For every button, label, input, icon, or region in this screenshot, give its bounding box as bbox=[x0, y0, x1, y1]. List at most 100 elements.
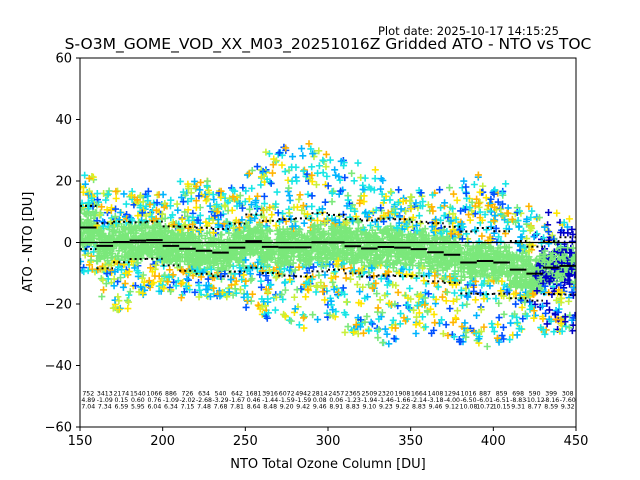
x-tick-label: 200 bbox=[150, 434, 175, 449]
scatter-point bbox=[473, 311, 481, 319]
scatter-point bbox=[206, 293, 214, 301]
scatter-point bbox=[327, 297, 335, 305]
scatter-point bbox=[337, 157, 345, 165]
scatter-point bbox=[328, 189, 336, 197]
scatter-point bbox=[138, 274, 146, 282]
scatter-point bbox=[476, 198, 484, 206]
scatter-point bbox=[378, 309, 386, 317]
scatter-point bbox=[343, 233, 351, 241]
scatter-point bbox=[322, 254, 330, 262]
scatter-point bbox=[333, 237, 341, 245]
scatter-point bbox=[285, 192, 293, 200]
scatter-point bbox=[315, 271, 323, 279]
scatter-point bbox=[269, 169, 277, 177]
scatter-point bbox=[260, 213, 268, 221]
scatter-point bbox=[237, 254, 245, 262]
scatter-point bbox=[351, 207, 359, 215]
scatter-point bbox=[362, 208, 370, 216]
scatter-point bbox=[119, 283, 127, 291]
scatter-point bbox=[395, 186, 403, 194]
scatter-point bbox=[281, 278, 289, 286]
scatter-point bbox=[242, 249, 250, 257]
scatter-point bbox=[177, 294, 185, 302]
scatter-point bbox=[211, 212, 219, 220]
scatter-point bbox=[313, 283, 321, 291]
scatter-point bbox=[96, 211, 103, 219]
scatter-point bbox=[350, 238, 358, 246]
scatter-point bbox=[304, 285, 312, 293]
scatter-point bbox=[279, 225, 287, 233]
scatter-point bbox=[308, 178, 316, 186]
scatter-point bbox=[261, 200, 269, 208]
scatter-point bbox=[352, 321, 360, 329]
x-axis-ticks: 150 200 250 300 350 400 450 bbox=[68, 427, 588, 449]
scatter-point bbox=[237, 267, 245, 275]
scatter-point bbox=[98, 293, 106, 301]
scatter-point bbox=[434, 283, 442, 291]
scatter-point bbox=[135, 269, 143, 277]
scatter-point bbox=[367, 221, 375, 229]
scatter-point bbox=[284, 253, 292, 261]
bin-std-label: 10.08 bbox=[460, 404, 478, 411]
scatter-point bbox=[246, 251, 254, 259]
scatter-point bbox=[291, 266, 299, 274]
x-tick-label: 350 bbox=[398, 434, 423, 449]
scatter-point bbox=[207, 265, 215, 273]
scatter-point bbox=[310, 229, 318, 237]
scatter-point bbox=[479, 182, 487, 190]
scatter-point bbox=[308, 275, 316, 283]
scatter-point bbox=[371, 218, 379, 226]
scatter-point bbox=[415, 212, 423, 220]
scatter-point bbox=[483, 343, 491, 351]
scatter-point bbox=[104, 275, 112, 283]
scatter-point bbox=[519, 227, 527, 235]
scatter-point bbox=[262, 272, 270, 280]
y-tick-label: −60 bbox=[45, 421, 72, 436]
scatter-point bbox=[272, 274, 280, 282]
scatter-point bbox=[329, 278, 337, 286]
scatter-point bbox=[94, 266, 102, 274]
scatter-point bbox=[300, 219, 308, 227]
scatter-point bbox=[377, 204, 385, 212]
scatter-point bbox=[257, 181, 265, 189]
scatter-point bbox=[264, 309, 272, 317]
scatter-point bbox=[330, 249, 338, 257]
scatter-point bbox=[185, 216, 193, 224]
scatter-point bbox=[365, 327, 373, 335]
bin-std-label: 6.59 bbox=[114, 404, 128, 411]
scatter-point bbox=[116, 274, 124, 282]
scatter-point bbox=[281, 286, 289, 294]
scatter-point bbox=[324, 229, 332, 237]
scatter-point bbox=[172, 282, 180, 290]
scatter-point bbox=[103, 270, 111, 278]
scatter-point bbox=[307, 145, 315, 153]
scatter-point bbox=[254, 192, 262, 200]
scatter-point bbox=[361, 294, 369, 302]
scatter-point bbox=[125, 298, 133, 306]
scatter-point bbox=[267, 179, 275, 187]
scatter-point bbox=[145, 229, 153, 237]
scatter-point bbox=[192, 182, 200, 190]
scatter-point bbox=[252, 247, 260, 255]
scatter-point bbox=[254, 301, 262, 309]
scatter-point bbox=[322, 262, 330, 270]
scatter-point bbox=[261, 302, 269, 310]
scatter-point bbox=[553, 209, 561, 217]
scatter-point bbox=[272, 293, 280, 301]
scatter-point bbox=[226, 261, 234, 269]
scatter-point bbox=[233, 231, 241, 239]
scatter-point bbox=[140, 278, 148, 286]
scatter-point bbox=[128, 242, 136, 250]
scatter-point bbox=[144, 222, 152, 230]
scatter-point bbox=[229, 193, 237, 201]
scatter-point bbox=[387, 188, 395, 196]
scatter-point bbox=[258, 229, 266, 237]
bin-std-label: 9.22 bbox=[396, 404, 410, 411]
scatter-point bbox=[111, 213, 119, 221]
scatter-point bbox=[321, 250, 329, 258]
scatter-point bbox=[182, 243, 190, 251]
scatter-point bbox=[377, 185, 385, 193]
scatter-point bbox=[349, 254, 357, 262]
scatter-point bbox=[315, 162, 323, 170]
